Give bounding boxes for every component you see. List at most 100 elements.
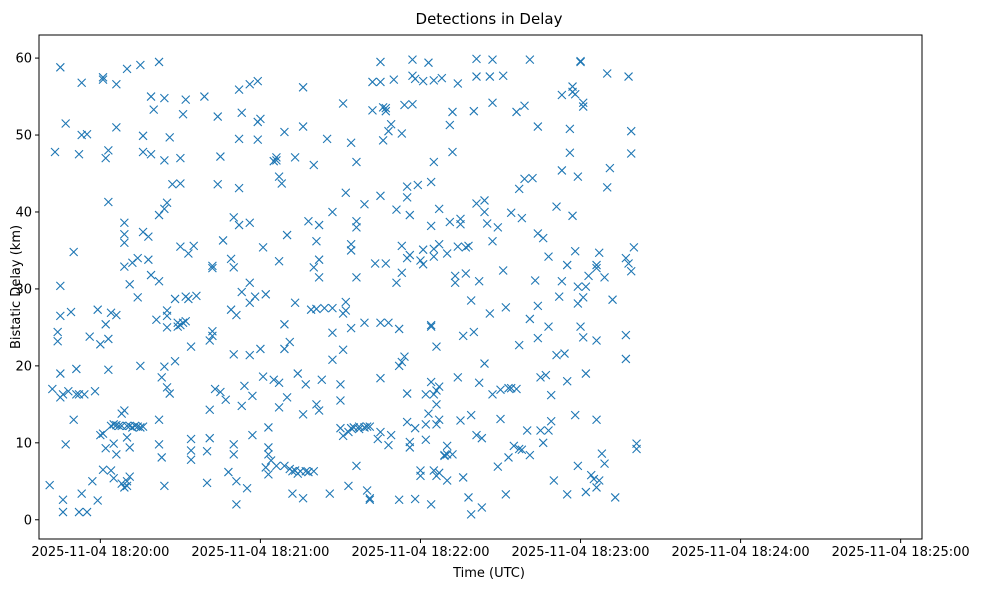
data-point [322,134,332,144]
data-point [167,179,177,189]
data-point [373,434,383,444]
data-point [234,183,244,193]
data-point [450,271,460,281]
data-point [354,424,364,434]
data-point [61,119,71,128]
data-point [282,393,292,402]
data-point [397,268,407,278]
data-point [186,455,196,465]
data-point [274,256,284,266]
data-point [317,375,327,385]
data-point [55,62,65,72]
data-point [464,493,473,502]
data-point [429,76,439,85]
data-point [71,389,81,399]
data-point [392,205,401,215]
data-point [119,238,129,248]
data-point [442,249,452,258]
data-point [341,188,351,198]
data-point [376,191,385,201]
data-point [600,272,609,282]
data-point [402,192,412,202]
data-point [114,421,124,431]
data-point [626,149,636,158]
data-point [328,207,337,217]
data-point [544,322,553,332]
data-point [98,465,108,475]
data-point [448,449,457,459]
data-point [98,75,108,85]
data-point [522,426,532,435]
data-point [525,55,535,65]
data-point [394,324,404,334]
data-point [135,423,145,432]
data-point [328,355,337,365]
data-point [402,389,412,398]
data-point [432,419,441,429]
data-point [274,403,284,412]
data-point [480,196,489,205]
data-point [159,481,169,491]
data-point [480,359,489,368]
data-point [626,266,636,276]
data-point [562,260,572,270]
data-point [501,489,511,499]
data-point [352,222,361,232]
data-point [352,157,361,167]
data-point [119,218,129,228]
data-point [280,319,289,329]
data-point [173,322,183,332]
y-tick-label: 0 [24,513,32,528]
data-point [589,474,599,484]
data-point [208,263,217,273]
data-point [45,480,55,490]
data-point [205,433,215,443]
data-point [63,386,73,396]
data-point [472,199,481,208]
data-point [103,365,113,375]
data-point [442,476,452,485]
data-point [376,427,385,437]
data-point [546,390,556,400]
data-point [269,375,279,385]
data-point [205,336,215,345]
data-point [426,221,436,231]
data-point [229,349,239,359]
data-point [261,463,271,472]
data-point [594,248,604,258]
data-point [325,489,335,498]
data-point [458,331,468,341]
data-point [338,345,348,355]
data-point [405,210,415,220]
data-point [450,278,460,288]
data-point [410,494,420,504]
data-point [381,259,391,268]
data-point [312,304,321,314]
data-point [162,311,172,321]
chart-title: Detections in Delay [416,10,563,28]
data-point [216,152,225,161]
data-point [122,433,132,442]
data-point [229,439,239,449]
data-point [154,57,164,67]
data-point [517,213,527,223]
data-point [103,334,113,344]
y-axis-ticks: 0 10 20 30 40 50 60 [15,52,39,528]
data-point [378,102,388,112]
y-tick-label: 10 [15,436,32,451]
data-points-group [45,54,641,519]
data-point [237,108,247,118]
data-point [453,79,463,88]
data-point [98,429,108,438]
y-tick-label: 20 [15,359,32,374]
data-point [146,92,156,101]
data-point [119,406,129,415]
data-point [570,89,580,99]
data-point [245,350,255,360]
data-point [573,282,583,292]
data-point [621,330,631,340]
data-point [290,152,300,162]
data-point [554,292,564,302]
data-point [314,255,324,265]
data-point [74,507,84,517]
